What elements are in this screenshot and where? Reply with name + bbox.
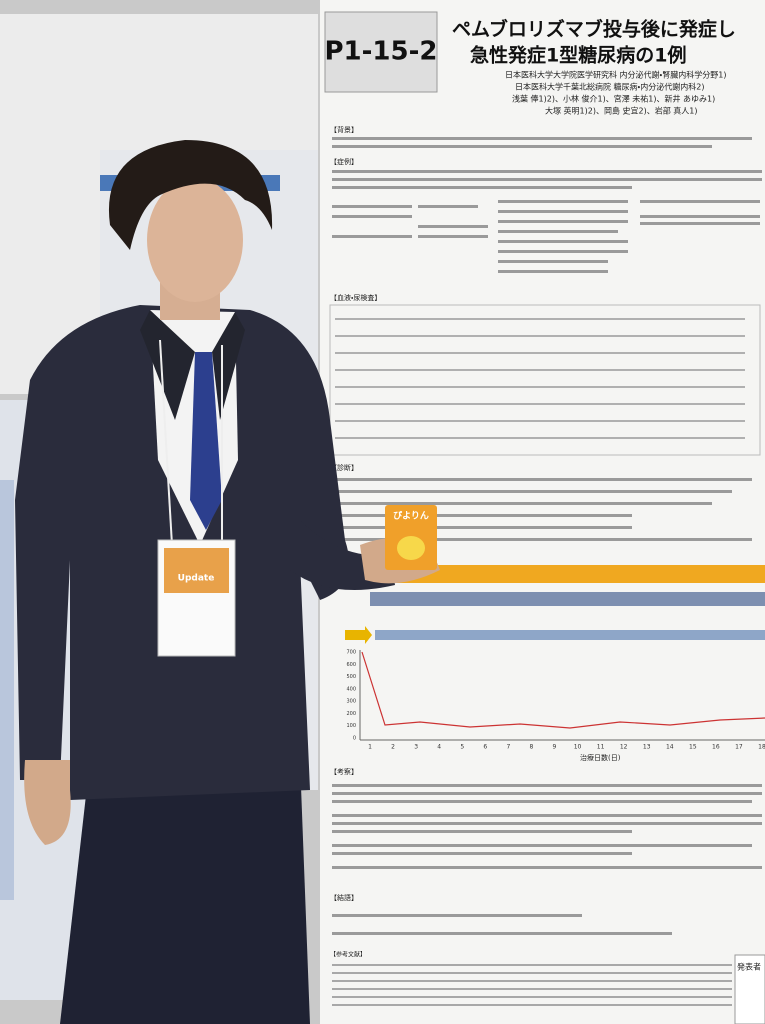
x-tick-label: 3 [414, 744, 418, 751]
body-text [332, 784, 762, 869]
section-heading: 【背景】 [330, 125, 358, 134]
x-tick-label: 9 [553, 744, 557, 751]
y-tick-label: 500 [346, 674, 356, 680]
person: ぴよりん Update [15, 140, 440, 1024]
x-axis-label: 治療日数(日) [580, 753, 621, 762]
poster-number: P1-15-2 [324, 37, 437, 67]
section-heading: 【症例】 [330, 157, 358, 166]
face [147, 178, 243, 302]
snack-chick [397, 536, 425, 560]
affiliation: 日本医科大学大学院医学研究科 内分泌代謝・腎臓内科学分野1) [505, 70, 726, 80]
lab-table [329, 304, 761, 456]
y-tick-label: 700 [346, 650, 356, 656]
y-tick-label: 300 [346, 699, 356, 705]
snack-label: ぴよりん [393, 510, 429, 522]
x-tick-label: 6 [483, 744, 487, 751]
x-tick-label: 7 [506, 744, 510, 751]
poster-title: 急性発症1型糖尿病の1例 [470, 44, 686, 67]
section-heading: 【診断】 [330, 463, 358, 472]
section-heading: 【結語】 [330, 893, 358, 902]
hand [24, 760, 71, 845]
lapel [212, 312, 245, 420]
course-band [370, 565, 765, 583]
reference-text [332, 964, 732, 1006]
x-tick-label: 16 [712, 744, 720, 751]
body-text [332, 137, 762, 273]
y-tick-label: 400 [346, 686, 356, 692]
x-tick-label: 4 [437, 744, 441, 751]
y-tick-label: 200 [346, 711, 356, 717]
section-heading: 【考察】 [330, 767, 358, 776]
lab-table-rows [335, 318, 745, 439]
body-text [332, 478, 752, 541]
x-tick-label: 5 [460, 744, 464, 751]
badge-title: Update [178, 574, 215, 584]
x-tick-label: 11 [597, 744, 605, 751]
x-tick-label: 18 [758, 744, 765, 751]
tie [190, 352, 222, 530]
body-text [332, 914, 672, 935]
poster-number-box [324, 11, 438, 93]
y-tick-label: 0 [353, 736, 356, 742]
presenter-label: 発表者 [737, 962, 761, 972]
x-tick-label: 14 [666, 744, 674, 751]
x-tick-label: 17 [735, 744, 743, 751]
lapel [140, 310, 195, 420]
badge-banner [164, 548, 229, 593]
course-band [375, 630, 765, 640]
arrow [345, 626, 372, 644]
author: 浅葉 俸1)2)、小林 俊介1)、宮澤 未祐1)、新井 あゆみ1) [512, 94, 715, 104]
y-tick-label: 100 [346, 723, 356, 729]
x-tick-label: 8 [529, 744, 533, 751]
x-tick-label: 10 [574, 744, 582, 751]
x-tick-label: 13 [643, 744, 651, 751]
course-chart: 1 2 3 4 5 6 7 8 9 10 11 12 13 14 15 16 17 187006005004003… [346, 650, 765, 751]
presenter-box [734, 954, 765, 1024]
x-tick-label: 1 [368, 744, 372, 751]
course-band [370, 592, 765, 606]
lanyard [159, 339, 173, 546]
trousers [60, 760, 310, 1024]
affiliation: 日本医科大学千葉北総病院 糖尿病・内分泌代謝内科2) [515, 82, 704, 92]
poster-title: ペムブロリズマブ投与後に発症し [452, 18, 736, 41]
y-tick-label: 600 [346, 662, 356, 668]
author: 大塚 英明1)2)、岡島 史宜2)、岩部 真人1) [545, 106, 697, 116]
hair [108, 140, 273, 250]
x-tick-label: 12 [620, 744, 628, 751]
section-heading: 【参考文献】 [330, 951, 366, 959]
glucose-line [361, 651, 765, 729]
left-poster-strip [0, 480, 14, 900]
x-tick-label: 15 [689, 744, 697, 751]
section-heading: 【血液・尿検査】 [330, 293, 381, 302]
x-tick-label: 2 [391, 744, 395, 751]
